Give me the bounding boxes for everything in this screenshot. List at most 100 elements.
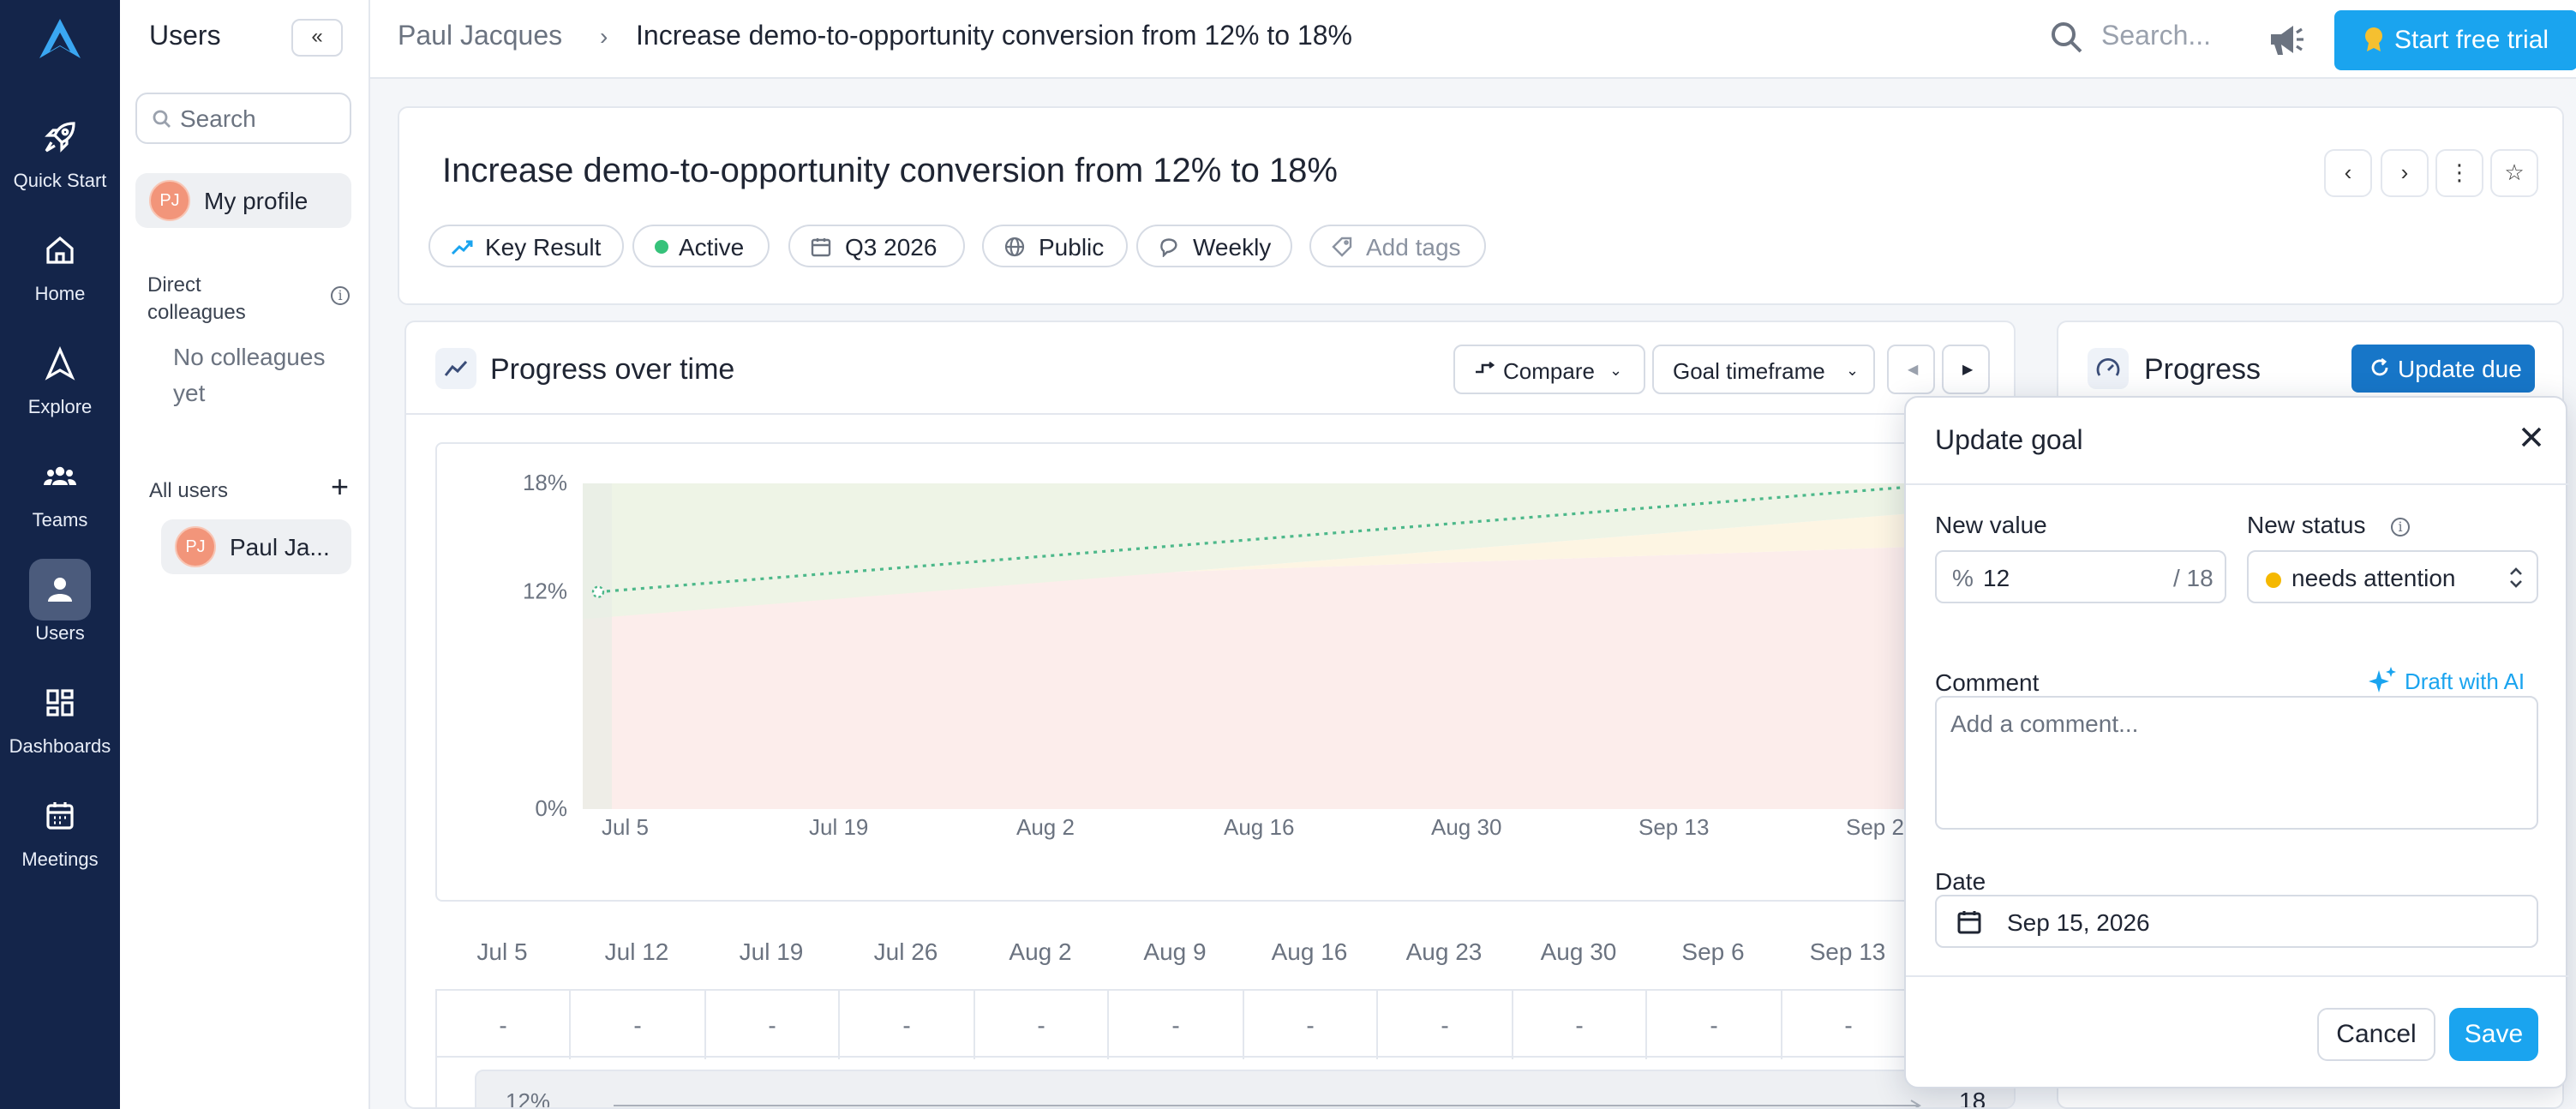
- trend-icon: [451, 240, 473, 255]
- week-label: Aug 23: [1405, 938, 1483, 965]
- divider: [1906, 975, 2569, 977]
- progress-card-title: Progress: [2144, 353, 2261, 386]
- chart-previous-button[interactable]: ◀: [1887, 345, 1935, 394]
- comment-input[interactable]: [1950, 710, 2516, 812]
- add-user-button[interactable]: +: [331, 470, 350, 504]
- calendar-icon: [1957, 911, 1981, 934]
- week-label: Aug 30: [1540, 938, 1617, 965]
- teams-icon: [29, 446, 91, 507]
- user-list-item[interactable]: PJ Paul Ja...: [161, 519, 351, 574]
- nav-users[interactable]: Users: [0, 559, 120, 662]
- explore-icon: [29, 333, 91, 394]
- info-icon[interactable]: i: [331, 286, 350, 305]
- target-value: / 18: [2173, 564, 2214, 591]
- chevron-down-icon: ⌄: [1846, 362, 1860, 379]
- nav-explore[interactable]: Explore: [0, 333, 120, 435]
- week-label: Aug 2: [1009, 938, 1072, 965]
- chevron-right-icon: ›: [2400, 159, 2409, 185]
- arrow-right-icon: [614, 1100, 1921, 1107]
- week-label: Aug 9: [1143, 938, 1207, 965]
- search-icon[interactable]: [2050, 21, 2084, 55]
- left-nav: Quick Start Home Explore Teams Users: [0, 0, 120, 1109]
- close-icon[interactable]: [2516, 422, 2547, 453]
- week-value-cell[interactable]: -: [572, 991, 705, 1059]
- week-header-row: Jul 5 Jul 12 Jul 19 Jul 26 Aug 2 Aug 9 Aug 16 A…: [435, 926, 2014, 977]
- date-picker[interactable]: Sep 15, 2026: [1935, 895, 2538, 948]
- tag-active[interactable]: Active: [632, 225, 770, 267]
- nav-meetings[interactable]: Meetings: [0, 785, 120, 888]
- week-value-cell[interactable]: -: [1513, 991, 1647, 1059]
- progress-over-time-card: Progress over time Compare ⌄ Goal timefr…: [404, 321, 2016, 1109]
- week-label: Jul 12: [604, 938, 669, 965]
- breadcrumb-parent[interactable]: Paul Jacques: [398, 22, 563, 51]
- x-tick-label: Aug 2: [1016, 814, 1075, 840]
- user-search-input[interactable]: [180, 103, 343, 134]
- start-free-trial-button[interactable]: Start free trial: [2334, 10, 2576, 70]
- info-icon[interactable]: i: [2391, 518, 2410, 537]
- week-value-cell[interactable]: -: [1782, 991, 1916, 1059]
- caret-right-icon: ▶: [1962, 362, 1974, 377]
- nav-dashboards[interactable]: Dashboards: [0, 672, 120, 775]
- chart-next-button[interactable]: ▶: [1942, 345, 1990, 394]
- target-line: [597, 482, 1955, 594]
- global-search-input[interactable]: Search...: [2101, 22, 2212, 51]
- add-tags-button[interactable]: Add tags: [1309, 225, 1486, 267]
- x-tick-label: Aug 16: [1224, 814, 1294, 840]
- track-end-value: 18: [1959, 1087, 1986, 1109]
- trial-button-label: Start free trial: [2394, 26, 2549, 55]
- nav-quick-start[interactable]: Quick Start: [0, 106, 120, 209]
- week-value-cell[interactable]: -: [1379, 991, 1513, 1059]
- week-value-cell[interactable]: -: [437, 991, 571, 1059]
- next-goal-button[interactable]: ›: [2381, 149, 2429, 197]
- card-title: Progress over time: [490, 353, 735, 386]
- week-track-row: 12% 18: [435, 1058, 2014, 1109]
- new-value-field[interactable]: % / 18: [1935, 550, 2226, 603]
- favorite-button[interactable]: ☆: [2490, 149, 2538, 197]
- status-select[interactable]: needs attention: [2247, 550, 2538, 603]
- sidebar-title: Users: [149, 22, 221, 51]
- more-options-button[interactable]: ⋮: [2435, 149, 2483, 197]
- new-value-input[interactable]: [1983, 562, 2137, 593]
- week-label: Jul 19: [739, 938, 804, 965]
- week-value-cell[interactable]: -: [706, 991, 840, 1059]
- comment-field[interactable]: [1935, 696, 2538, 830]
- week-value-cell[interactable]: -: [1110, 991, 1243, 1059]
- refresh-icon: [2371, 358, 2388, 376]
- tag-quarter[interactable]: Q3 2026: [788, 225, 965, 267]
- new-value-label: New value: [1935, 511, 2047, 538]
- user-search-box[interactable]: [135, 93, 351, 144]
- nav-teams[interactable]: Teams: [0, 446, 120, 549]
- megaphone-icon[interactable]: [2267, 22, 2305, 57]
- gauge-icon: [2088, 348, 2129, 389]
- week-label: Aug 16: [1271, 938, 1348, 965]
- compare-dropdown[interactable]: Compare ⌄: [1453, 345, 1645, 394]
- update-due-button[interactable]: Update due: [2351, 345, 2535, 393]
- current-week-highlight: [583, 483, 612, 809]
- tag-cadence[interactable]: Weekly: [1136, 225, 1292, 267]
- week-value-cell[interactable]: -: [841, 991, 974, 1059]
- week-value-cell[interactable]: -: [1648, 991, 1782, 1059]
- tag-key-result[interactable]: Key Result: [428, 225, 624, 267]
- nav-label: Quick Start: [13, 171, 107, 192]
- status-dot: [655, 240, 668, 254]
- x-tick-label: Jul 5: [602, 814, 649, 840]
- nav-home[interactable]: Home: [0, 219, 120, 322]
- week-value-cell[interactable]: -: [1244, 991, 1378, 1059]
- nav-label: Dashboards: [9, 737, 111, 758]
- no-colleagues-text: No colleagues yet: [173, 343, 326, 406]
- all-users-label: All users: [149, 478, 229, 502]
- nav-label: Explore: [27, 398, 93, 418]
- unit-label: %: [1952, 564, 1974, 591]
- cancel-button[interactable]: Cancel: [2317, 1008, 2435, 1061]
- collapse-sidebar-button[interactable]: «: [291, 19, 343, 57]
- breadcrumb-separator: ›: [600, 22, 608, 50]
- my-profile-item[interactable]: PJ My profile: [135, 173, 351, 228]
- week-value-cell[interactable]: -: [975, 991, 1109, 1059]
- calendar-icon: [811, 238, 831, 257]
- tag-visibility[interactable]: Public: [982, 225, 1128, 267]
- save-button[interactable]: Save: [2449, 1008, 2538, 1061]
- previous-goal-button[interactable]: ‹: [2324, 149, 2372, 197]
- app-logo-icon[interactable]: [38, 17, 82, 62]
- goal-timeframe-dropdown[interactable]: Goal timeframe ⌄: [1652, 345, 1875, 394]
- chevron-down-icon: ⌄: [1609, 362, 1623, 379]
